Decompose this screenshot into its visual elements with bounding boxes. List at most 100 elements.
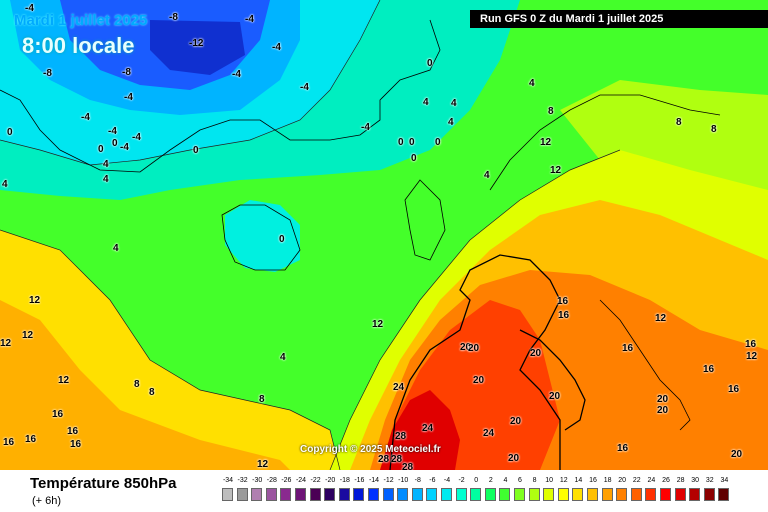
isotherm-label: -4 — [245, 14, 254, 25]
legend-tick: 2 — [488, 477, 493, 484]
isotherm-12 — [0, 229, 341, 470]
isotherm-label: 4 — [103, 174, 109, 185]
isotherm-12b — [329, 149, 621, 470]
isotherm-label: 8 — [676, 117, 682, 128]
isotherm-label: -4 — [132, 132, 141, 143]
legend-tick: 12 — [559, 477, 568, 484]
legend-tick: 28 — [676, 477, 685, 484]
legend-swatch — [324, 488, 336, 501]
isotherm-label: 4 — [113, 243, 119, 254]
coastline-iceland — [221, 204, 301, 271]
legend-swatch — [455, 488, 467, 501]
legend-swatch — [411, 488, 423, 501]
legend-tick: 10 — [545, 477, 554, 484]
isotherm-label: -12 — [189, 38, 204, 49]
legend-tick: -10 — [398, 477, 409, 484]
isotherm-label: 12 — [58, 375, 70, 386]
legend-tick: 34 — [720, 477, 729, 484]
isotherm-label: 28 — [378, 454, 390, 465]
isotherm-label: 12 — [257, 459, 269, 470]
legend-tick: 0 — [474, 477, 479, 484]
core-cold — [150, 20, 245, 75]
isotherm-label: -4 — [81, 112, 90, 123]
legend-swatch — [426, 488, 438, 501]
isotherm-label: 16 — [745, 339, 757, 350]
legend-swatch — [557, 488, 569, 501]
isotherm-label: 20 — [460, 342, 472, 353]
isotherm-label: 16 — [70, 439, 82, 450]
legend-tick: 16 — [589, 477, 597, 484]
legend-swatch — [703, 488, 715, 501]
isotherm-label: 0 — [279, 234, 285, 245]
isotherm-label: 0 — [398, 137, 404, 148]
isotherm-label: 0 — [409, 137, 415, 148]
run-banner: Run GFS 0 Z du Mardi 1 juillet 2025 — [470, 10, 768, 28]
legend-swatch — [514, 488, 525, 501]
legend-tick: -24 — [295, 477, 307, 484]
isotherm-label: 28 — [395, 431, 407, 442]
isotherm-label: 12 — [746, 351, 758, 362]
legend-tick: 30 — [691, 477, 700, 484]
legend-tick: -34 — [222, 477, 234, 484]
isotherm-label: 12 — [0, 338, 12, 349]
legend-swatch — [543, 488, 555, 501]
isotherm-label: 16 — [52, 409, 64, 420]
isotherm-label: -8 — [122, 67, 131, 78]
legend-tick: -14 — [368, 477, 380, 484]
legend-swatch — [660, 488, 671, 501]
isotherm-label: 4 — [484, 170, 490, 181]
legend-tick: -32 — [237, 477, 248, 484]
legend-swatch — [616, 488, 628, 501]
isotherm-label: 20 — [468, 343, 480, 354]
legend-swatch — [382, 488, 394, 501]
isotherm-label: -8 — [43, 68, 52, 79]
isotherm-label: 12 — [540, 137, 552, 148]
legend-swatch — [484, 488, 496, 501]
legend-swatch — [645, 488, 657, 501]
legend-swatch — [251, 488, 263, 501]
isotherm-label: 8 — [548, 106, 554, 117]
legend-tick: -22 — [310, 477, 321, 484]
isotherm-label: 16 — [703, 364, 715, 375]
legend-swatch — [499, 488, 511, 501]
isotherm-label: -8 — [169, 12, 178, 23]
isotherm-label: 20 — [508, 453, 520, 464]
isotherm-label: -4 — [232, 69, 241, 80]
legend-tick: 4 — [503, 477, 508, 484]
coastline-balkans — [599, 299, 691, 431]
legend-tick: 14 — [574, 477, 583, 484]
legend-tick: -6 — [429, 477, 436, 484]
legend-tick: -16 — [354, 477, 365, 484]
isotherm-label: 16 — [557, 296, 569, 307]
isotherm-label: 20 — [473, 375, 485, 386]
legend-swatch — [295, 488, 306, 501]
isotherm-label: 24 — [422, 423, 434, 434]
legend-swatch — [338, 488, 350, 501]
legend-swatch — [397, 488, 409, 501]
coastline-norway — [489, 94, 721, 191]
legend-tick: -4 — [443, 477, 451, 484]
isotherm-label: 24 — [483, 428, 495, 439]
isotherm-label: 16 — [67, 426, 79, 437]
copyright-notice: Copyright © 2025 Meteociel.fr — [300, 444, 441, 455]
isotherm-label: 0 — [112, 138, 118, 149]
legend-tick: -8 — [414, 477, 421, 484]
isotherm-label: 8 — [259, 394, 265, 405]
coastline-italy — [519, 329, 586, 431]
isotherm-label: 16 — [617, 443, 629, 454]
legend-tick: -18 — [339, 477, 350, 484]
isotherm-label: 0 — [411, 153, 417, 164]
forecast-date: Mardi 1 juillet 2025 — [14, 12, 148, 29]
isotherm-label: 16 — [622, 343, 634, 354]
coastline-europe — [389, 254, 561, 470]
isotherm-label: 16 — [558, 310, 570, 321]
isotherm-label: -4 — [361, 122, 370, 133]
legend-tick: 20 — [618, 477, 627, 484]
legend-swatch — [601, 488, 613, 501]
coastline-britain — [404, 179, 446, 261]
isotherm-label: 20 — [549, 391, 561, 402]
isotherm-label: 12 — [550, 165, 562, 176]
legend-swatch — [265, 488, 277, 501]
isotherm-label: 16 — [728, 384, 740, 395]
isotherm-label: 20 — [731, 449, 743, 460]
